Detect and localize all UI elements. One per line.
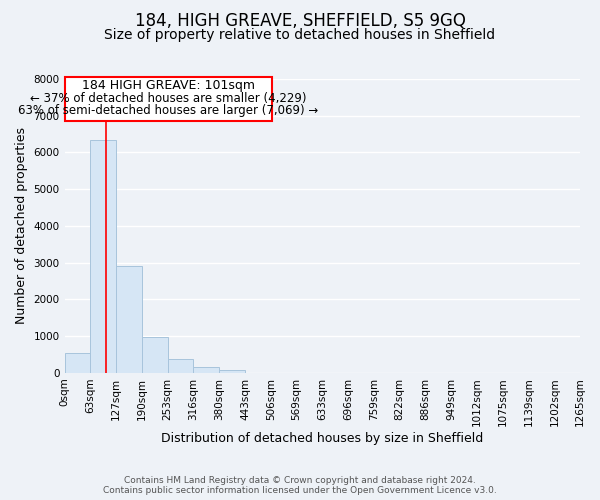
Bar bbox=[193, 368, 220, 373]
Text: 184, HIGH GREAVE, SHEFFIELD, S5 9GQ: 184, HIGH GREAVE, SHEFFIELD, S5 9GQ bbox=[134, 12, 466, 30]
Bar bbox=[142, 337, 167, 373]
Text: 184 HIGH GREAVE: 101sqm: 184 HIGH GREAVE: 101sqm bbox=[82, 80, 255, 92]
Text: Contains HM Land Registry data © Crown copyright and database right 2024.
Contai: Contains HM Land Registry data © Crown c… bbox=[103, 476, 497, 495]
Bar bbox=[167, 359, 193, 373]
Bar bbox=[116, 266, 142, 373]
Text: 63% of semi-detached houses are larger (7,069) →: 63% of semi-detached houses are larger (… bbox=[19, 104, 319, 118]
X-axis label: Distribution of detached houses by size in Sheffield: Distribution of detached houses by size … bbox=[161, 432, 484, 445]
Bar bbox=[220, 370, 245, 373]
Bar bbox=[65, 352, 90, 373]
Y-axis label: Number of detached properties: Number of detached properties bbox=[15, 128, 28, 324]
Text: ← 37% of detached houses are smaller (4,229): ← 37% of detached houses are smaller (4,… bbox=[30, 92, 307, 106]
Text: Size of property relative to detached houses in Sheffield: Size of property relative to detached ho… bbox=[104, 28, 496, 42]
Bar bbox=[90, 140, 116, 373]
